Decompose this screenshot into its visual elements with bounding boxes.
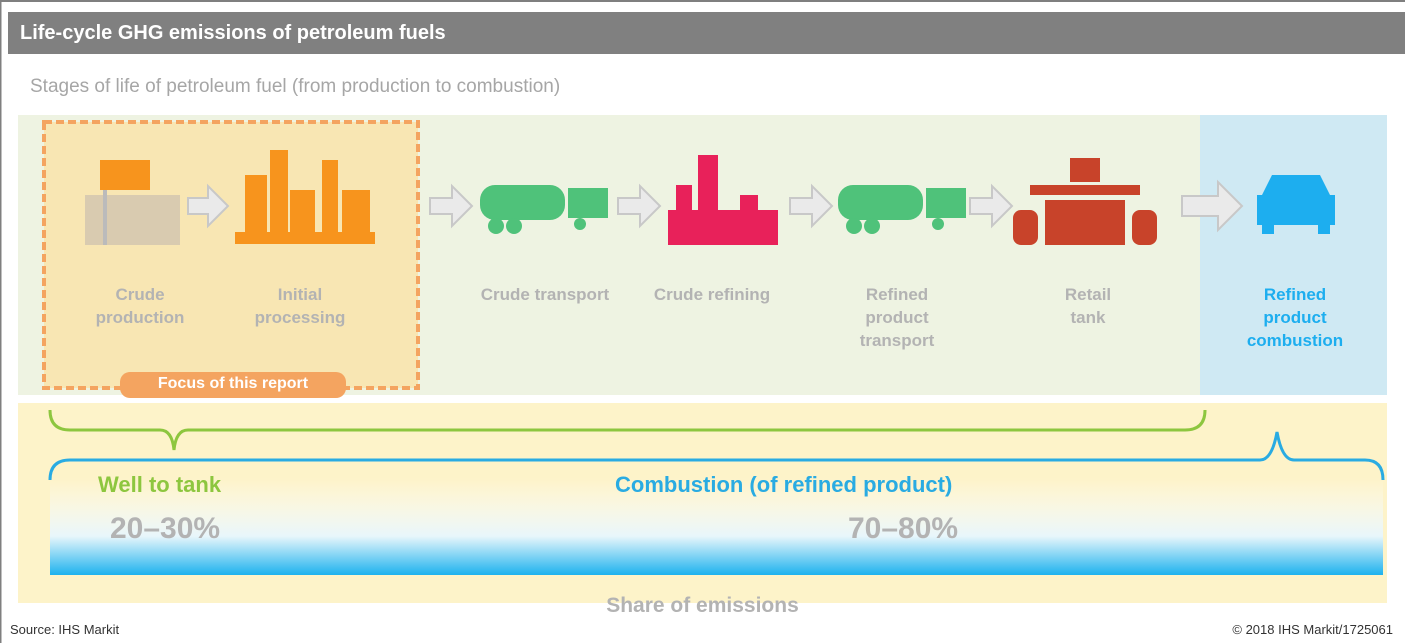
subtitle: Stages of life of petroleum fuel (from p… [30, 76, 561, 97]
icon-product-transport [838, 185, 966, 234]
icon-retail-tank [1013, 158, 1157, 245]
combustion-brace [48, 431, 1385, 481]
icon-car [1257, 175, 1335, 234]
stage-label: Refined product transport [859, 285, 935, 350]
stage-label: Initial processing [254, 285, 346, 327]
axis-label: Share of emissions [606, 594, 799, 617]
stage-label: Crude production [95, 285, 185, 327]
focus-label: Focus of this report [157, 375, 309, 392]
icon-crude-transport [480, 185, 608, 234]
source: Source: IHS Markit [10, 622, 120, 637]
icon-crude-production [85, 160, 180, 245]
icon-crude-refining [668, 155, 778, 245]
stage-label: Crude refining [653, 285, 771, 304]
arrows [187, 179, 1244, 233]
header-bar [8, 12, 1405, 54]
well-to-tank-brace [48, 409, 1207, 451]
segment-share: 20–30% [110, 512, 221, 545]
share-gradient [50, 478, 1383, 575]
focus-label-bg [120, 372, 346, 398]
icon-initial-processing [235, 150, 375, 244]
left-rule [0, 0, 2, 643]
stage-label: Retail tank [1064, 285, 1112, 327]
segment-name: Well to tank [98, 472, 222, 497]
title: Life-cycle GHG emissions of petroleum fu… [20, 22, 446, 44]
segment-name: Combustion (of refined product) [615, 472, 953, 497]
top-rule [0, 0, 1405, 2]
combustion-panel [1200, 115, 1387, 395]
stage-label: Refined product combustion [1246, 285, 1344, 350]
copyright: © 2018 IHS Markit/1725061 [1232, 622, 1393, 637]
stage-label: Crude transport [480, 285, 610, 304]
segment-share: 70–80% [848, 512, 959, 545]
